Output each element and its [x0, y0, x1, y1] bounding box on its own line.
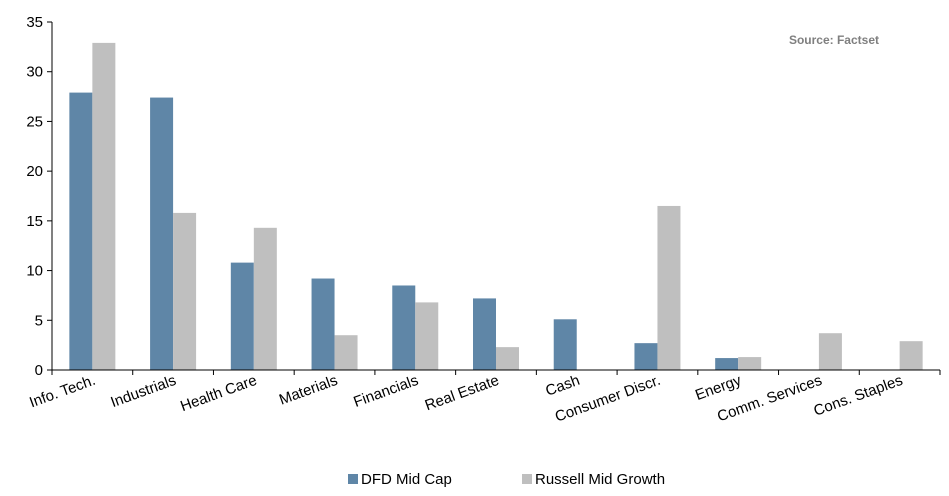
y-tick-label: 5: [35, 312, 43, 329]
x-category-label: Cons. Staples: [811, 372, 905, 420]
bar-dfd-mid-cap: [311, 278, 335, 370]
y-axis: 0 5 10 15 20 25 30 35: [26, 14, 53, 379]
x-category-label: Real Estate: [423, 372, 502, 414]
bar-russell-mid-growth: [334, 335, 358, 370]
legend-swatch-russell-mid-growth: [522, 474, 532, 484]
bar-russell-mid-growth: [657, 205, 681, 370]
x-category-label: Materials: [277, 372, 340, 409]
bar-dfd-mid-cap: [69, 92, 93, 370]
source-note: Source: Factset: [789, 33, 879, 47]
y-tick-label: 20: [26, 163, 43, 180]
x-category-label: Industrials: [108, 372, 178, 411]
legend: DFD Mid Cap Russell Mid Growth: [348, 471, 665, 488]
bar-russell-mid-growth: [92, 42, 116, 370]
legend-swatch-dfd-mid-cap: [348, 474, 358, 484]
x-category-label: Cash: [543, 372, 582, 400]
x-axis: Info. Tech. Industrials Health Care Materia…: [27, 369, 941, 426]
bars: [69, 42, 923, 371]
bar-dfd-mid-cap: [473, 298, 496, 370]
bar-russell-mid-growth: [496, 347, 519, 370]
bar-dfd-mid-cap: [715, 358, 739, 370]
bar-dfd-mid-cap: [230, 262, 254, 370]
x-category-label: Financials: [351, 372, 420, 411]
y-tick-label: 35: [26, 14, 43, 31]
x-category-label: Energy: [693, 372, 744, 404]
bar-dfd-mid-cap: [150, 97, 174, 371]
y-tick-label: 0: [35, 362, 43, 379]
bar-russell-mid-growth: [818, 333, 842, 370]
bar-dfd-mid-cap: [634, 343, 658, 370]
bar-russell-mid-growth: [738, 357, 762, 370]
legend-label-dfd-mid-cap: DFD Mid Cap: [361, 471, 452, 488]
y-tick-label: 10: [26, 263, 43, 280]
bar-russell-mid-growth: [253, 227, 277, 370]
x-category-label: Health Care: [178, 372, 259, 415]
bar-russell-mid-growth: [899, 341, 923, 370]
y-tick-label: 30: [26, 64, 43, 81]
y-tick-label: 25: [26, 113, 43, 130]
bar-russell-mid-growth: [415, 302, 439, 370]
y-tick-label: 15: [26, 213, 43, 230]
bar-dfd-mid-cap: [553, 319, 577, 370]
bar-dfd-mid-cap: [392, 285, 416, 370]
bar-russell-mid-growth: [173, 212, 197, 370]
legend-label-russell-mid-growth: Russell Mid Growth: [535, 471, 665, 488]
